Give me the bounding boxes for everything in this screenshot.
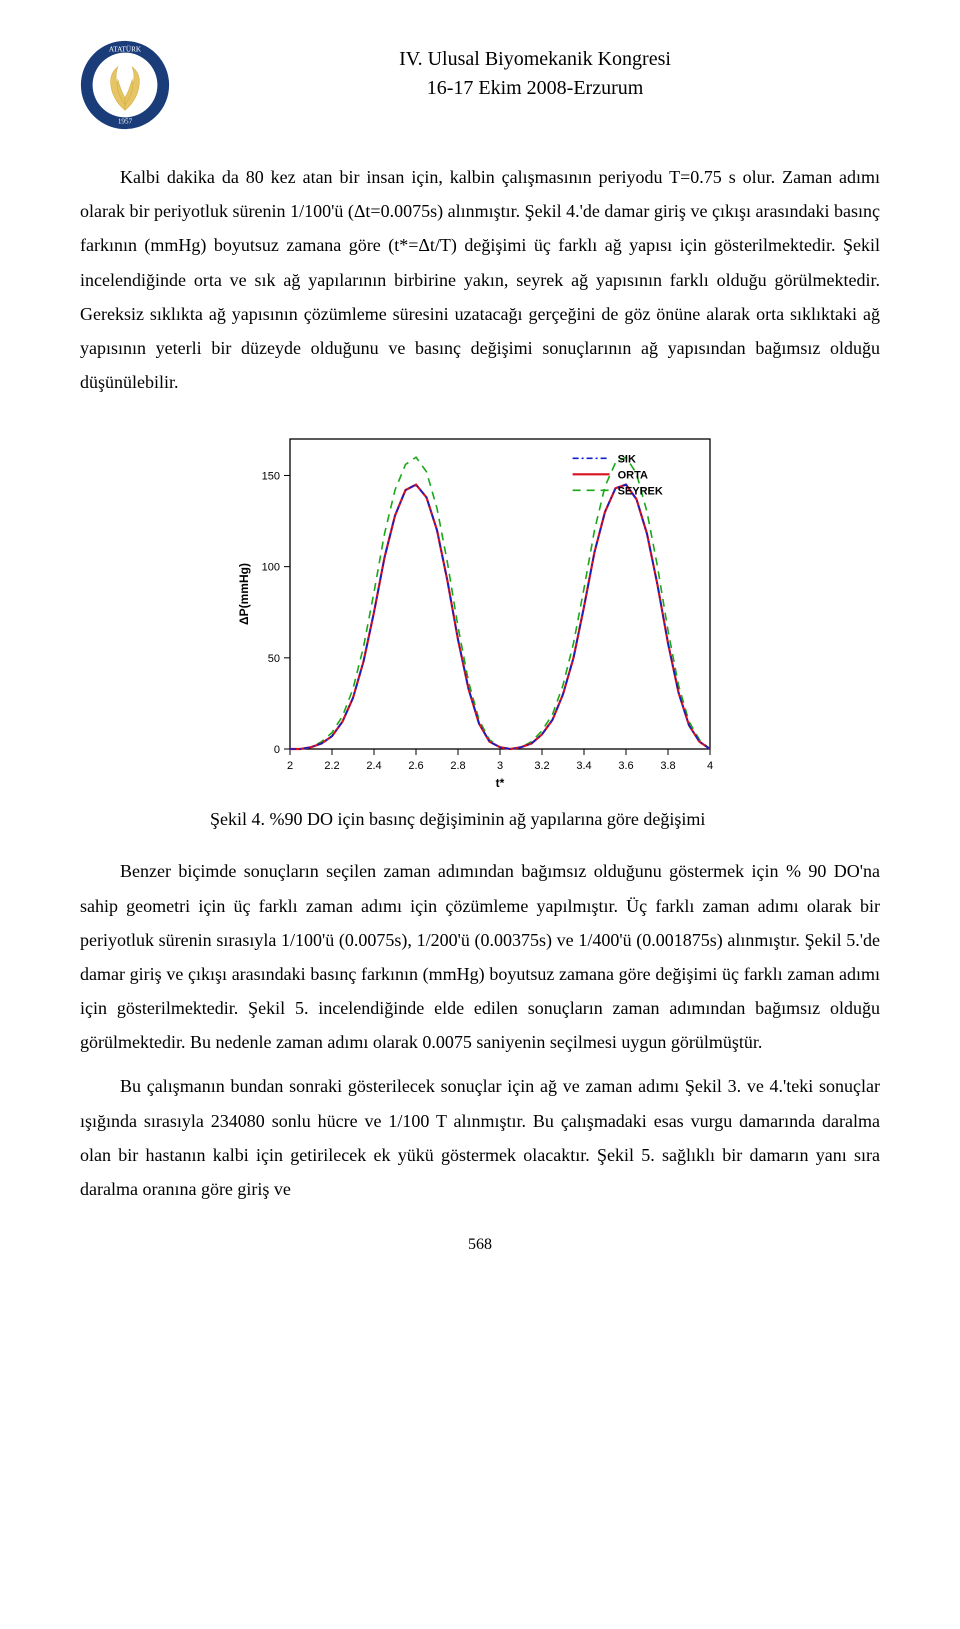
svg-text:3.4: 3.4 xyxy=(576,760,591,772)
pressure-chart: 2 2.2 2.4 2.6 2.8 3 3.2 3.4 3.6 3.8 4 0 50 100 150 t* ΔP… xyxy=(230,419,730,799)
svg-text:2.2: 2.2 xyxy=(324,760,339,772)
header-text-block: IV. Ulusal Biyomekanik Kongresi 16-17 Ek… xyxy=(190,40,880,100)
svg-text:3.8: 3.8 xyxy=(660,760,675,772)
svg-text:SEYREK: SEYREK xyxy=(618,486,663,498)
svg-text:50: 50 xyxy=(268,653,280,665)
svg-text:2.8: 2.8 xyxy=(450,760,465,772)
svg-text:1957: 1957 xyxy=(118,118,133,126)
university-logo: ATATÜRK 1957 xyxy=(80,40,170,130)
header-title: IV. Ulusal Biyomekanik Kongresi xyxy=(190,48,880,71)
svg-text:2: 2 xyxy=(287,760,293,772)
svg-text:4: 4 xyxy=(707,760,713,772)
header-subtitle: 16-17 Ekim 2008-Erzurum xyxy=(190,77,880,100)
svg-text:150: 150 xyxy=(262,471,280,483)
svg-text:3.2: 3.2 xyxy=(534,760,549,772)
svg-text:ΔP(mmHg): ΔP(mmHg) xyxy=(237,563,251,625)
figure-caption: Şekil 4. %90 DO için basınç değişiminin … xyxy=(210,809,880,830)
svg-text:2.6: 2.6 xyxy=(408,760,423,772)
page-header: ATATÜRK 1957 IV. Ulusal Biyomekanik Kong… xyxy=(80,40,880,130)
paragraph-3: Bu çalışmanın bundan sonraki gösterilece… xyxy=(80,1069,880,1206)
paragraph-2: Benzer biçimde sonuçların seçilen zaman … xyxy=(80,854,880,1059)
svg-text:t*: t* xyxy=(496,776,505,790)
svg-text:ORTA: ORTA xyxy=(618,470,648,482)
svg-text:3: 3 xyxy=(497,760,503,772)
page: ATATÜRK 1957 IV. Ulusal Biyomekanik Kong… xyxy=(0,0,960,1294)
svg-text:3.6: 3.6 xyxy=(618,760,633,772)
page-number: 568 xyxy=(80,1236,880,1254)
svg-text:0: 0 xyxy=(274,744,280,756)
svg-text:SIK: SIK xyxy=(618,454,636,466)
svg-text:ATATÜRK: ATATÜRK xyxy=(109,45,142,54)
paragraph-1: Kalbi dakika da 80 kez atan bir insan iç… xyxy=(80,160,880,399)
svg-text:2.4: 2.4 xyxy=(366,760,381,772)
chart-container: 2 2.2 2.4 2.6 2.8 3 3.2 3.4 3.6 3.8 4 0 50 100 150 t* ΔP… xyxy=(80,419,880,799)
svg-text:100: 100 xyxy=(262,562,280,574)
